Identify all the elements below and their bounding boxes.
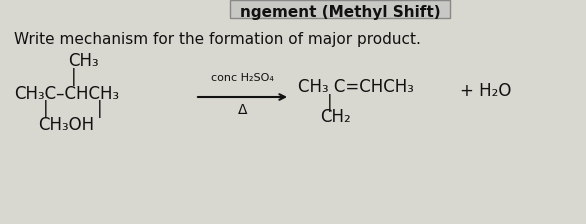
Text: Write mechanism for the formation of major product.: Write mechanism for the formation of maj…: [14, 32, 421, 47]
Text: + H₂O: + H₂O: [460, 82, 512, 100]
Text: Δ: Δ: [238, 103, 247, 117]
Text: |: |: [327, 94, 333, 112]
Text: CH₃ C=CHCH₃: CH₃ C=CHCH₃: [298, 78, 414, 96]
Text: conc H₂SO₄: conc H₂SO₄: [211, 73, 274, 83]
FancyBboxPatch shape: [230, 0, 450, 18]
Text: CH₃C–CHCH₃: CH₃C–CHCH₃: [14, 85, 119, 103]
Text: CH₃OH: CH₃OH: [38, 116, 94, 134]
Text: |: |: [71, 68, 77, 86]
Text: |: |: [97, 100, 103, 118]
Text: CH₂: CH₂: [320, 108, 351, 126]
Text: CH₃: CH₃: [68, 52, 98, 70]
Text: |: |: [43, 100, 49, 118]
Text: ngement (Methyl Shift): ngement (Methyl Shift): [240, 4, 440, 19]
